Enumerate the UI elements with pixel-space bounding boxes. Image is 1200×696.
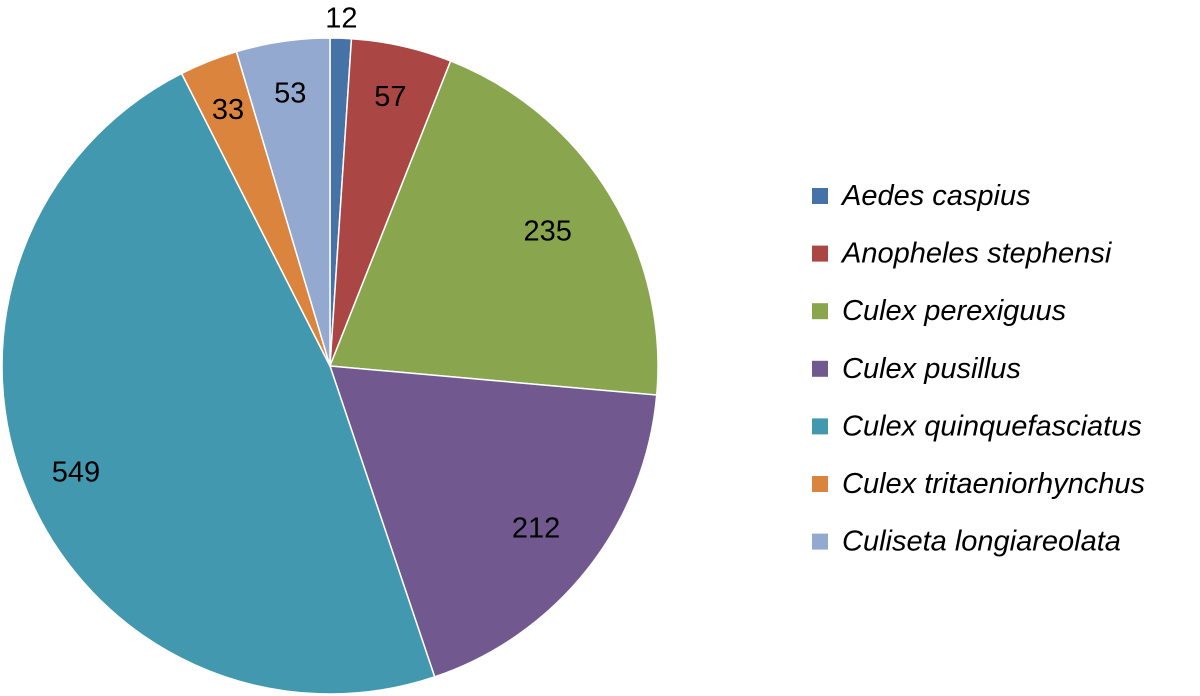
data-label: 53 [274,77,306,109]
data-label: 212 [512,512,560,544]
legend-label: Culex quinquefasciatus [842,410,1142,442]
data-label: 235 [524,216,572,248]
legend-label: Culex tritaeniorhynchus [842,468,1145,500]
pie-slice [328,60,659,396]
legend-label: Culex perexiguus [842,295,1066,327]
legend-swatch [812,303,828,320]
legend: Aedes caspius Anopheles stephensi Culex pe… [812,180,1145,558]
data-label: 549 [52,457,100,489]
legend-label: Culiseta longiareolata [842,526,1121,558]
legend-swatch [812,533,828,550]
pie-slice [1,72,436,695]
legend-label: Anopheles stephensi [840,238,1113,270]
legend-label: Aedes caspius [840,180,1031,212]
pie-slices [1,37,659,695]
legend-swatch [812,360,828,377]
legend-swatch [812,188,828,204]
data-labels: 12 57 235 212 549 33 53 [52,3,572,545]
data-label: 33 [212,94,244,126]
legend-swatch [812,418,828,435]
legend-label: Culex pusillus [842,353,1021,385]
legend-swatch [812,476,828,492]
data-label: 57 [374,81,406,113]
data-label: 12 [325,3,357,35]
pie-slice [235,37,331,367]
legend-swatch [812,245,828,262]
pie-slice [328,365,658,678]
